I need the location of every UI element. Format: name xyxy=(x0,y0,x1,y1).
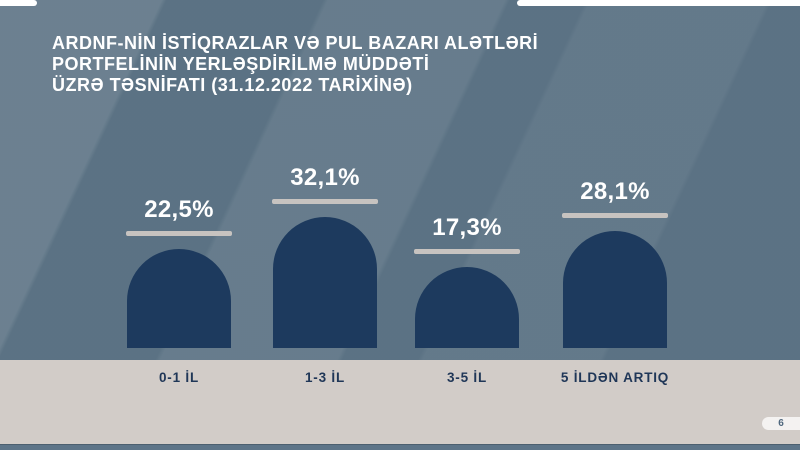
bar-group-5 İLDƏN ARTIQ: 28,1% xyxy=(560,178,670,348)
title-dash-right xyxy=(517,0,800,6)
bar-value-label: 17,3% xyxy=(432,214,502,241)
bar xyxy=(273,217,377,348)
bar xyxy=(563,231,667,348)
bar-underline xyxy=(562,213,668,218)
bar-group-0-1 İL: 22,5% xyxy=(124,196,234,348)
category-label: 0-1 İL xyxy=(158,370,200,385)
bar-value-label: 22,5% xyxy=(144,196,214,223)
category-label: 5 İLDƏN ARTIQ xyxy=(560,370,670,385)
category-band: 0-1 İL 1-3 İL 3-5 İL 5 İLDƏN ARTIQ xyxy=(0,360,800,444)
category-label: 3-5 İL xyxy=(446,370,488,385)
bar-underline xyxy=(414,249,520,254)
page-number: 6 xyxy=(778,418,784,429)
bar-value-label: 32,1% xyxy=(290,164,360,191)
bar xyxy=(415,267,519,348)
bar-underline xyxy=(126,231,232,236)
slide-title: ARDNF-NİN İSTİQRAZLAR VƏ PUL BAZARI ALƏT… xyxy=(52,33,538,96)
bar-underline xyxy=(272,199,378,204)
title-line-2: PORTFELİNİN YERLƏŞDİRİLMƏ MÜDDƏTİ xyxy=(52,54,430,74)
bar-value-label: 28,1% xyxy=(580,178,650,205)
title-line-1: ARDNF-NİN İSTİQRAZLAR VƏ PUL BAZARI ALƏT… xyxy=(52,33,539,53)
bar-group-3-5 İL: 17,3% xyxy=(412,214,522,348)
bar-group-1-3 İL: 32,1% xyxy=(270,164,380,348)
bottom-strip xyxy=(0,444,800,450)
category-label: 1-3 İL xyxy=(304,370,346,385)
bar xyxy=(127,249,231,348)
page-number-pill: 6 xyxy=(762,417,800,430)
title-line-3: ÜZRƏ TƏSNİFATI (31.12.2022 TARİXİNƏ) xyxy=(52,75,413,95)
title-dash-left xyxy=(0,0,37,6)
